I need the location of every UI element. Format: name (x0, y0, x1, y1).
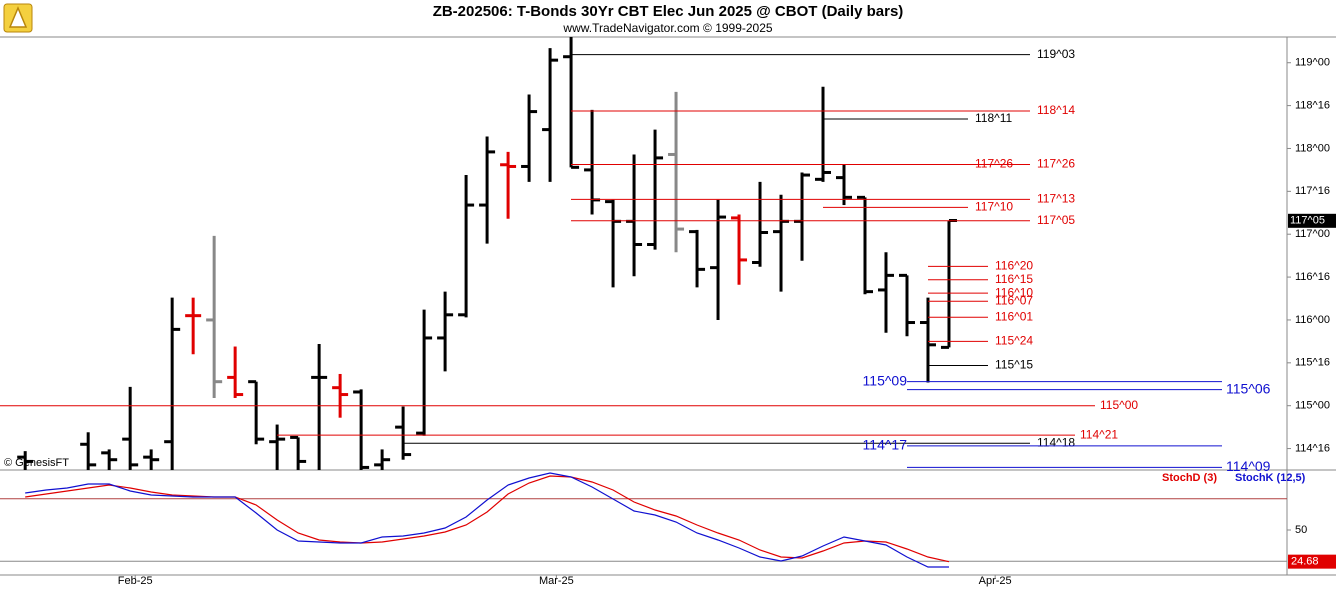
y-tick-label: 118^16 (1295, 100, 1330, 112)
level-label: 116^20 (995, 259, 1033, 273)
stoch-pane (0, 472, 1287, 568)
level-label: 118^11 (975, 111, 1013, 125)
level-label: 116^01 (995, 309, 1033, 323)
y-tick-label: 117^16 (1295, 185, 1330, 197)
price-pane (17, 37, 957, 470)
stoch-line (25, 472, 949, 568)
chart-title: ZB-202506: T-Bonds 30Yr CBT Elec Jun 202… (433, 3, 904, 20)
level-label: 115^06 (1226, 380, 1271, 396)
credit: © GenesisFT (4, 457, 69, 469)
y-tick-label: 115^00 (1295, 400, 1330, 412)
y-tick-label: 119^00 (1295, 57, 1330, 69)
level-label: 114^09 (1226, 458, 1271, 474)
y-tick-label: 116^16 (1295, 271, 1330, 283)
y-tick-label: 115^16 (1295, 357, 1330, 369)
level-label: 117^13 (1037, 192, 1075, 206)
level-label: 117^26 (1037, 157, 1075, 171)
level-label: 119^03 (1037, 47, 1075, 61)
level-label: 116^10 (995, 285, 1033, 299)
y-tick-label: 116^00 (1295, 314, 1330, 326)
y-tick-label: 114^16 (1295, 442, 1330, 454)
y-tick-label: 117^00 (1295, 228, 1330, 240)
price-tag (1288, 213, 1336, 228)
y-tick-label: 50 (1295, 524, 1307, 536)
x-tick-label: Mar-25 (539, 575, 574, 587)
legend-label: StochD (3) (1162, 472, 1217, 484)
level-label: 118^14 (1037, 103, 1075, 117)
level-label: 114^21 (1080, 427, 1118, 441)
level-label: 115^24 (995, 334, 1033, 348)
level-label: 115^15 (995, 358, 1033, 372)
level-label: 115^09 (863, 372, 908, 388)
subtitle: www.TradeNavigator.com © 1999-2025 (562, 21, 772, 35)
level-label: 117^05 (1037, 213, 1075, 227)
level-label: 114^17 (863, 437, 908, 453)
level-label: 117^10 (975, 200, 1013, 214)
x-tick-label: Apr-25 (979, 575, 1012, 587)
level-label: 116^07 (995, 293, 1033, 307)
level-label: 116^15 (995, 272, 1033, 286)
legend-label: StochK (12,5) (1235, 472, 1306, 484)
logo (3, 3, 33, 33)
level-label: 117^26 (975, 157, 1013, 171)
level-label: 115^00 (1100, 398, 1138, 412)
level-label: 114^18 (1037, 435, 1075, 449)
x-tick-label: Feb-25 (118, 575, 153, 587)
value-tag (1288, 554, 1336, 569)
y-tick-label: 118^00 (1295, 142, 1330, 154)
value-tag-label: 24.68 (1291, 556, 1319, 568)
price-tag-label: 117^05 (1290, 215, 1325, 227)
